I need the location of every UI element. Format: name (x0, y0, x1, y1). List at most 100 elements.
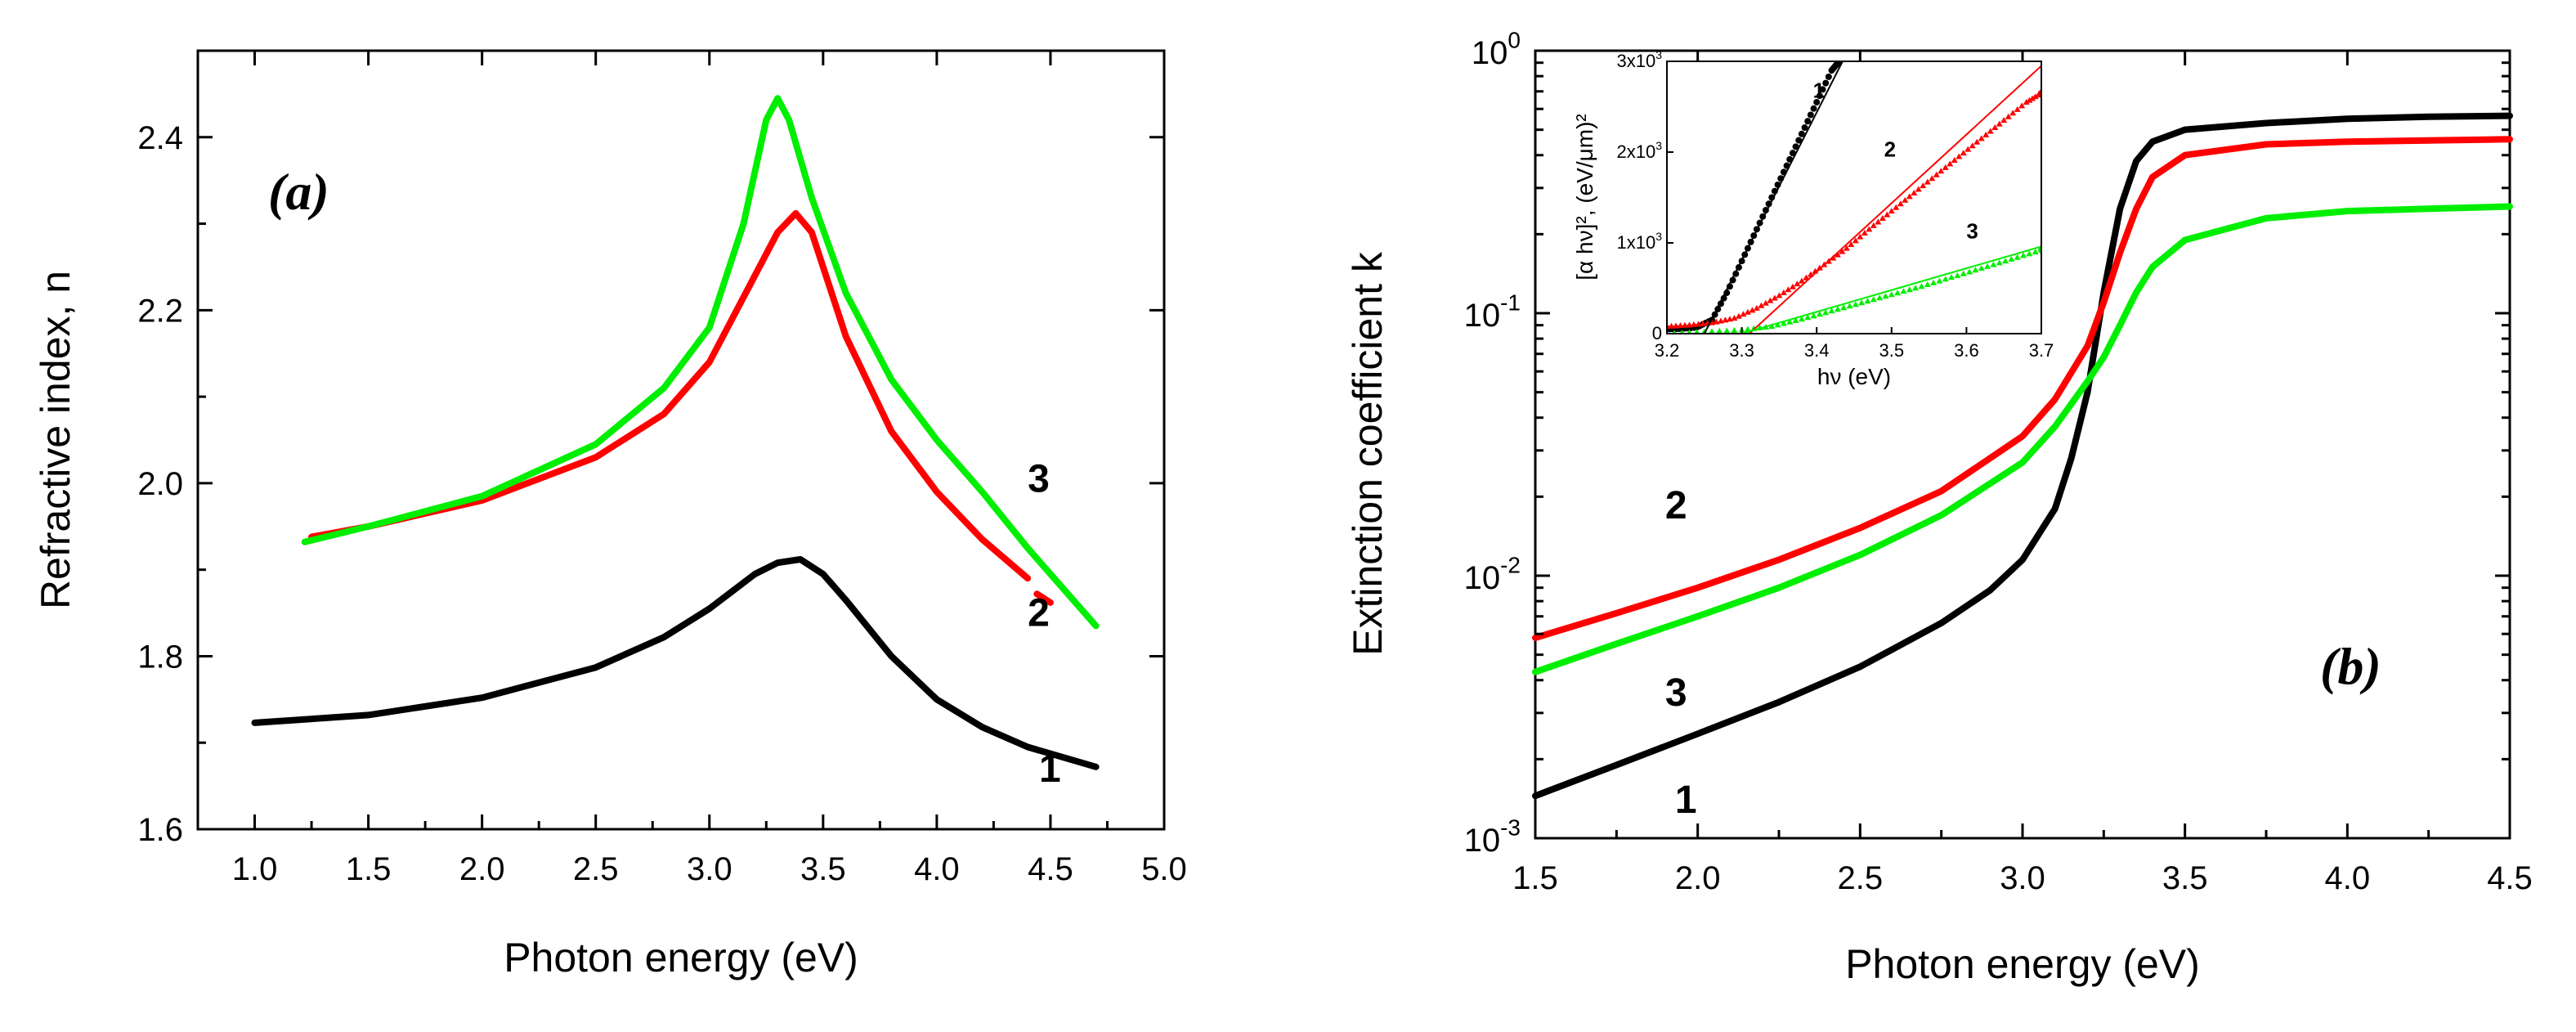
inset-point-series-1 (1801, 124, 1808, 132)
inset-point-series-3 (1846, 303, 1853, 309)
inset-point-series-3 (1744, 325, 1751, 332)
panel-b-curves (1532, 112, 2513, 800)
inset-point-series-2 (1803, 274, 1810, 280)
inset-point-series-3 (1894, 289, 1902, 296)
inset-point-series-3 (1679, 330, 1685, 334)
inset-point-series-3 (1834, 306, 1841, 312)
inset-point-series-2 (1911, 189, 1918, 195)
inset-point-series-2 (1888, 208, 1895, 214)
inset-y-axis-title: [α hν]², (eV/μm)² (1572, 114, 1597, 280)
inset-point-series-3 (1990, 261, 1997, 267)
panel-b-y-ticks: 10-3 10-2 10-1 100 (1464, 27, 2510, 859)
inset-point-series-3 (2014, 254, 2021, 260)
panel-a-x-axis-title: Photon energy (eV) (504, 935, 858, 980)
panel-a-x-tick-label: 2.0 (459, 851, 505, 887)
panel-b-y-tick-label: 100 (1472, 27, 1521, 71)
panel-a-x-tick-label: 4.5 (1028, 851, 1073, 887)
panel-a-curve-2 (308, 209, 1032, 582)
inset-point-series-3 (1810, 312, 1817, 319)
inset-point-series-2 (1956, 153, 1963, 159)
panel-b-y-tick-label: 10-3 (1464, 814, 1521, 859)
inset-point-series-3 (1966, 268, 1973, 275)
panel-b-x-tick-label: 4.0 (2325, 860, 2371, 896)
inset-point-series-2 (1951, 156, 1958, 163)
panel-a-curve-label-1: 1 (1039, 747, 1061, 791)
inset-point-series-2 (1771, 294, 1778, 301)
inset-point-series-3 (1780, 320, 1787, 326)
inset-y-tick-label: 1x103 (1616, 230, 1662, 253)
inset-point-series-1 (1798, 130, 1805, 137)
panel-b-curve-labels: 2 3 1 (1665, 484, 1697, 822)
inset-point-series-1 (1822, 79, 1830, 87)
inset-point-series-2 (2009, 110, 2017, 116)
panel-b-x-tick-label: 3.5 (2162, 860, 2208, 896)
inset-point-series-2 (1699, 320, 1706, 326)
panel-a-y-tick-label: 2.0 (137, 466, 183, 502)
inset-fit-lines (1703, 61, 2041, 334)
inset-point-series-3 (1984, 262, 1991, 269)
inset-point-series-2 (1857, 233, 1864, 240)
inset-point-series-1 (1813, 98, 1821, 105)
inset-x-tick-label: 3.2 (1655, 340, 1680, 361)
inset-point-series-2 (1852, 237, 1859, 244)
inset-point-series-3 (1948, 274, 1956, 280)
inset-point-series-3 (1864, 298, 1871, 304)
panel-a-x-tick-label: 1.5 (346, 851, 392, 887)
inset-point-series-3 (1900, 288, 1907, 294)
panel-a-curve-label-3: 3 (1028, 457, 1050, 500)
panel-a-curves (251, 95, 1100, 770)
panel-a-x-tick-label: 3.0 (687, 851, 732, 887)
inset-point-series-2 (2000, 117, 2008, 123)
inset-point-series-2 (1677, 322, 1684, 329)
inset-point-series-3 (2008, 255, 2015, 262)
inset-point-series-2 (1884, 211, 1891, 218)
inset-point-series-2 (1947, 160, 1954, 167)
inset-point-series-3 (1936, 277, 1943, 284)
inset-point-series-2 (1843, 245, 1850, 251)
inset-point-series-2 (1897, 200, 1904, 207)
panel-b-x-axis-title: Photon energy (eV) (1845, 941, 2200, 987)
panel-a-x-tick-label: 4.0 (914, 851, 960, 887)
inset-point-series-1 (1819, 86, 1826, 93)
inset-point-series-3 (1774, 321, 1781, 328)
inset-point-series-2 (1987, 128, 1994, 134)
panel-b-label: (b) (2320, 637, 2381, 695)
inset-point-series-2 (1798, 277, 1805, 284)
inset-point-series-3 (1723, 327, 1731, 334)
inset-point-series-2 (1915, 186, 1922, 192)
inset-point-series-2 (1996, 120, 2003, 127)
panel-a-y-axis-title: Refractive index, n (33, 271, 78, 609)
inset-x-tick-label: 3.5 (1879, 340, 1905, 361)
inset-x-ticks: 3.2 3.3 3.4 3.5 3.6 3.7 (1655, 327, 2054, 361)
inset-point-series-3 (2002, 258, 2009, 264)
inset-curve-label-1: 1 (1813, 78, 1825, 102)
inset-point-series-3 (1804, 314, 1812, 321)
inset-point-series-2 (1681, 321, 1688, 328)
panel-b-y-tick-label: 10-1 (1464, 289, 1521, 334)
inset-point-series-2 (1861, 230, 1868, 236)
panel-b-curve-label-3: 3 (1665, 671, 1687, 715)
inset-point-series-2 (1762, 299, 1769, 306)
inset-point-series-3 (1888, 291, 1895, 298)
inset-point-series-2 (1866, 226, 1873, 232)
inset-point-series-3 (1694, 329, 1700, 334)
inset-x-tick-label: 3.6 (1954, 340, 1979, 361)
inset-point-series-2 (1740, 311, 1747, 317)
panel-b-y-tick-label: 10-2 (1464, 552, 1521, 596)
inset-point-series-2 (2014, 105, 2021, 112)
inset-point-series-1 (1795, 137, 1803, 144)
inset-point-series-2 (1991, 124, 1999, 131)
inset-point-series-3 (1960, 270, 1967, 276)
inset-point-series-2 (2023, 98, 2030, 105)
inset-point-series-2 (1893, 204, 1900, 210)
inset-point-series-2 (1848, 240, 1855, 247)
inset-point-series-2 (1749, 307, 1756, 313)
inset-point-series-2 (1794, 280, 1801, 287)
inset-curve-label-3: 3 (1966, 218, 1978, 243)
inset-point-series-3 (1882, 293, 1889, 299)
panel-a-x-tick-label: 1.0 (232, 851, 278, 887)
panel-a-curve-2-tail (1033, 590, 1054, 606)
inset-point-series-2 (1816, 264, 1823, 271)
inset-point-series-2 (1753, 304, 1760, 311)
